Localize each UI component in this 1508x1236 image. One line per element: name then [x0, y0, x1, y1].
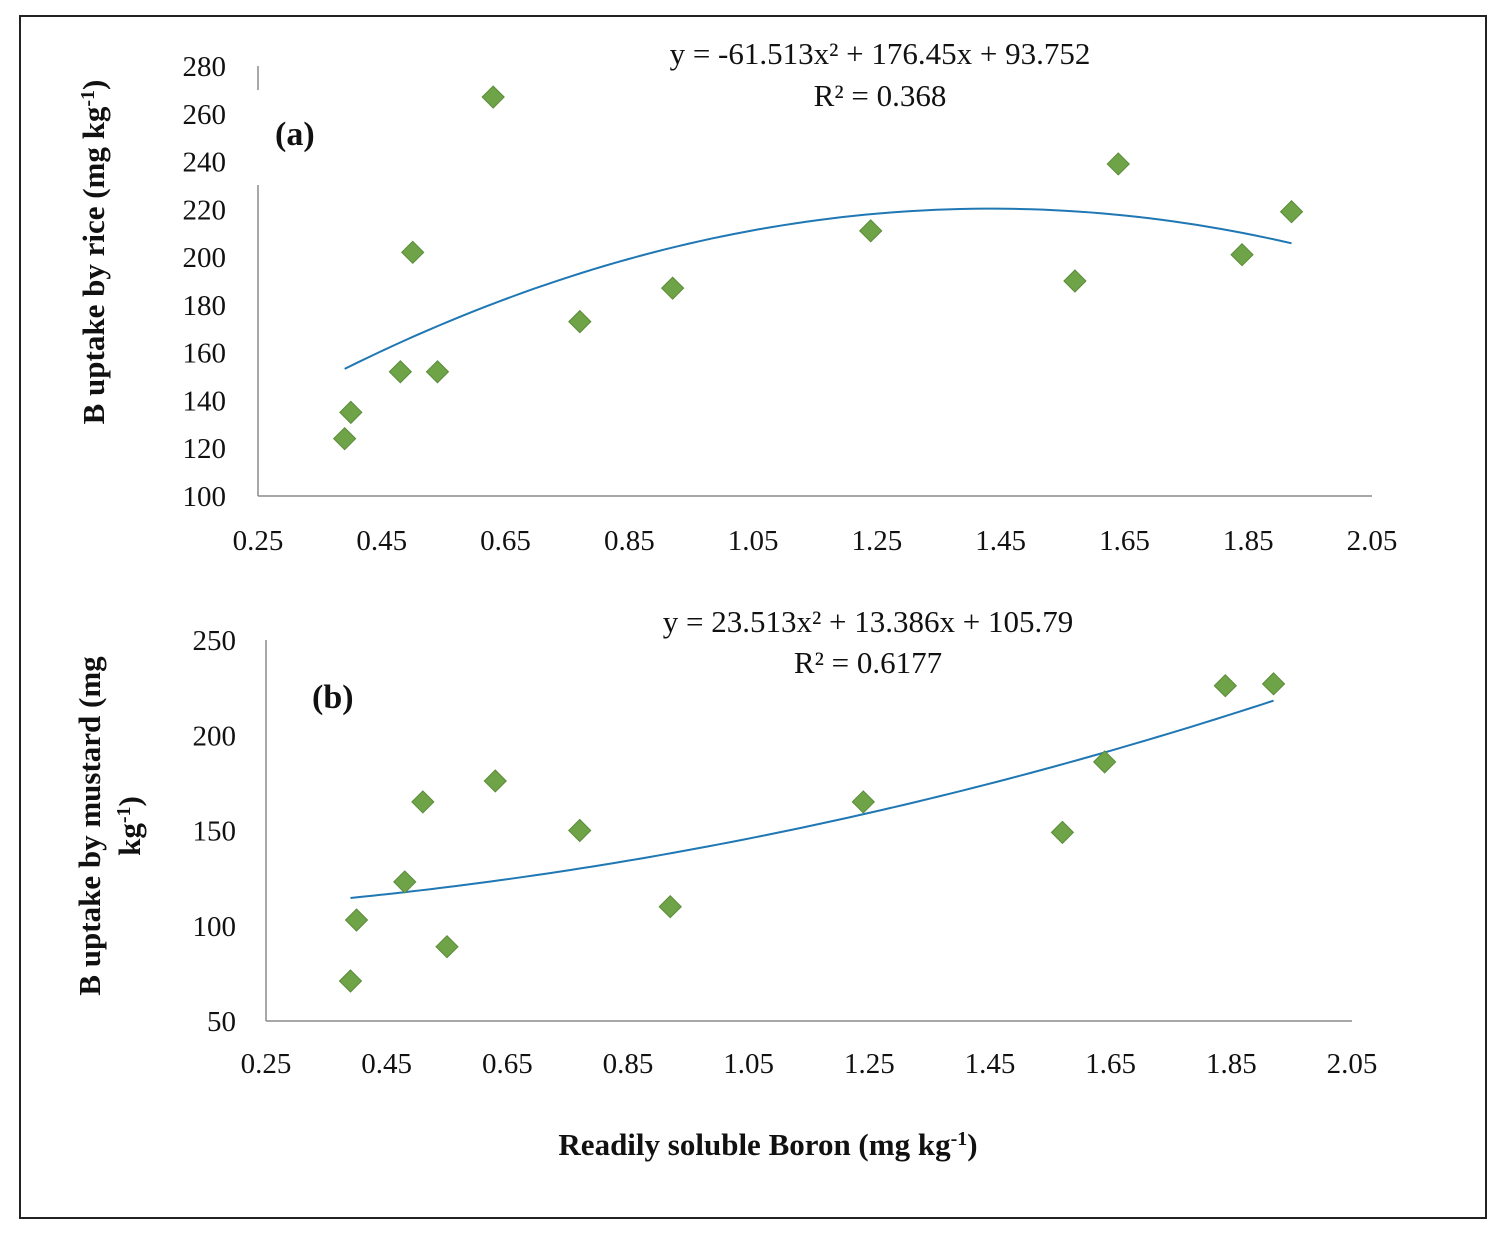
panel-a-label: (a)	[275, 116, 315, 153]
panel-b-trendline	[350, 699, 1274, 899]
panel-a-data-point	[425, 360, 450, 384]
panel-a-y-axis-label: B uptake by rice (mg kg-1)	[76, 80, 111, 425]
panel-b-x-tick-label: 0.85	[603, 1048, 654, 1080]
panel-b-label: (b)	[312, 679, 354, 716]
panel-b-y-tick-label: 200	[193, 720, 237, 752]
panel-a-y-tick-label: 140	[183, 385, 227, 417]
panel-b-data-point	[435, 934, 459, 959]
x-axis-label: Readily soluble Boron (mg kg-1)	[558, 1127, 977, 1162]
panel-b-data-point	[393, 870, 417, 894]
panel-b-plot-layer: 0.25 0.45 0.65 0.85 1.05 1.25 1.45 1.65 1.85 2.05…	[193, 625, 1378, 1080]
panel-a-x-tick-label: 1.25	[852, 525, 903, 557]
panel-a-y-tick-label: 260	[183, 99, 227, 131]
panel-a-x-tick-label: 0.45	[356, 525, 407, 557]
panel-b-data-point	[483, 769, 507, 793]
panel-a-y-tick-label: 240	[183, 147, 227, 179]
panel-a-plot-layer: 0.25 0.45 0.65 0.85 1.05 1.25 1.45 1.65 1.85 2.05…	[183, 51, 1398, 557]
panel-b-data-point	[411, 790, 435, 814]
panel-a-data-point	[660, 276, 685, 300]
panel-b-y-tick-label: 250	[193, 625, 237, 657]
panel-a-data-point	[332, 426, 357, 451]
panel-b-x-tick-label: 0.65	[482, 1048, 533, 1080]
panel-a-data-point	[1230, 243, 1254, 267]
panel-a-data-point	[481, 85, 505, 109]
panel-a-data-point	[858, 219, 883, 243]
panel-a-data-point	[1279, 200, 1304, 224]
panel-a: 0.25 0.45 0.65 0.85 1.05 1.25 1.45 1.65 1.85 2.05…	[76, 36, 1397, 557]
panel-a-x-tick-label: 2.05	[1347, 525, 1398, 557]
panel-b-data-point	[1092, 750, 1117, 774]
panel-a-x-tick-label: 1.85	[1223, 525, 1274, 557]
panel-a-data-point	[568, 309, 592, 334]
panel-b-data-point	[568, 818, 592, 843]
panel-a-y-tick-label: 120	[183, 433, 227, 465]
panel-a-x-tick-label: 1.05	[728, 525, 779, 557]
panel-b-y-tick-label: 100	[193, 911, 237, 943]
panel-b-x-tick-label: 1.85	[1206, 1048, 1257, 1080]
panel-a-x-tick-label: 0.65	[480, 525, 531, 557]
panel-b-x-tick-label: 0.45	[361, 1048, 412, 1080]
panel-b-data-point	[1213, 674, 1238, 698]
panel-a-y-tick-label: 220	[183, 194, 227, 226]
panel-a-data-point	[1063, 269, 1087, 293]
panel-b-equation: y = 23.513x² + 13.386x + 105.79	[663, 604, 1074, 639]
panel-b-x-tick-label: 1.05	[723, 1048, 774, 1080]
panel-b-x-tick-label: 0.25	[241, 1048, 292, 1080]
panel-a-y-tick-label: 200	[183, 242, 227, 274]
figure-frame	[19, 15, 1487, 1219]
panel-b-data-point	[338, 969, 363, 993]
panel-a-equation: y = -61.513x² + 176.45x + 93.752	[670, 36, 1091, 71]
panel-a-r-squared: R² = 0.368	[814, 78, 947, 113]
panel-a-x-tick-label: 0.25	[233, 525, 284, 557]
panel-a-data-point	[1106, 152, 1130, 176]
panel-a-x-tick-label: 0.85	[604, 525, 655, 557]
panel-b-r-squared: R² = 0.6177	[794, 645, 942, 680]
panel-b-y-tick-label: 150	[193, 816, 237, 848]
panel-a-y-tick-label: 280	[183, 51, 227, 83]
panel-b-x-tick-label: 1.45	[965, 1048, 1016, 1080]
panel-a-data-point	[401, 240, 425, 265]
panel-a-y-tick-label: 100	[183, 481, 227, 513]
panel-b-data-point	[851, 790, 876, 814]
panel-b-x-tick-label: 1.25	[844, 1048, 895, 1080]
panel-b-y-axis-label-line2: kg-1)	[112, 796, 147, 856]
panel-a-trendline	[344, 207, 1292, 370]
panel-b-data-point	[344, 908, 369, 932]
panel-b-y-tick-label: 50	[207, 1006, 236, 1038]
panel-b-data-point	[658, 894, 682, 919]
panel-b-data-point	[1050, 820, 1075, 845]
panel-b-x-tick-label: 1.65	[1085, 1048, 1136, 1080]
panel-b: 0.25 0.45 0.65 0.85 1.05 1.25 1.45 1.65 1.85 2.05…	[72, 604, 1377, 1080]
panel-a-y-tick-label: 180	[183, 290, 227, 322]
panel-a-data-point	[388, 360, 413, 384]
panel-a-data-point	[339, 400, 363, 425]
panel-b-data-point	[1261, 672, 1286, 696]
panel-a-y-tick-label: 160	[183, 338, 227, 370]
panel-a-x-tick-label: 1.45	[975, 525, 1026, 557]
panel-b-y-axis-label-line1: B uptake by mustard (mg	[72, 656, 107, 996]
panel-b-x-tick-label: 2.05	[1327, 1048, 1378, 1080]
panel-a-x-tick-label: 1.65	[1099, 525, 1150, 557]
